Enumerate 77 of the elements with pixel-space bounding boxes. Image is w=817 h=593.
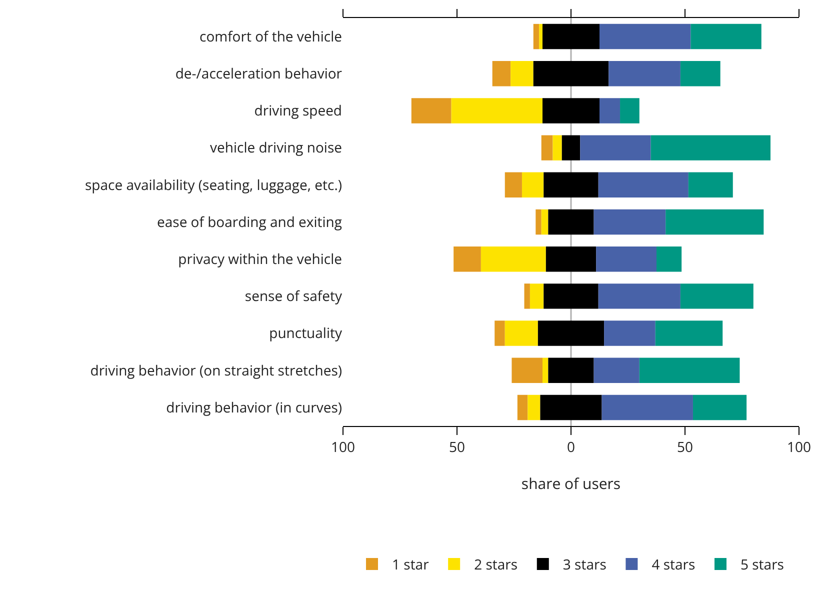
x-axis-title: share of users [521,474,621,494]
bar [596,246,656,272]
x-tick-label: 50 [448,438,466,457]
legend-label: 2 stars [474,555,518,574]
legend-label: 5 stars [740,555,784,574]
bar [541,209,548,235]
bar [533,61,609,86]
x-tick-label: 100 [786,438,812,457]
bar [600,98,620,124]
bar [552,135,562,160]
legend-label: 1 star [392,555,430,574]
y-tick-label: de-/acceleration behavior [175,64,342,84]
bar [600,24,691,50]
y-tick-label: ease of boarding and exiting [157,212,342,232]
y-tick-label: sense of safety [244,287,343,306]
bar [639,358,740,383]
bar [538,320,604,346]
bar [562,135,580,160]
bar [530,284,544,309]
bar [598,284,680,309]
x-tick-label: 50 [676,438,694,457]
y-tick-label: space availability (seating, luggage, etc.) [84,176,342,195]
bar [411,98,452,124]
bar [604,320,656,346]
bar [517,394,528,420]
bar [451,98,542,124]
x-tick-label: 100 [330,438,356,457]
bar [512,358,542,383]
bar [504,172,522,198]
bar [548,358,594,383]
bar [454,246,481,272]
y-tick-label: punctuality [269,324,343,344]
bar [510,61,534,86]
legend-label: 4 stars [652,555,696,574]
bar [688,172,733,198]
bar [541,135,553,160]
bar [522,172,544,198]
bar [692,394,747,420]
bar [536,209,542,235]
bar [492,61,511,86]
bar [542,98,600,124]
bar [594,209,666,235]
bar [528,394,540,420]
y-tick-label: comfort of the vehicle [200,27,342,46]
bar [533,24,540,50]
y-tick-label: driving behavior (on straight stretches) [90,361,342,380]
bar [548,209,594,235]
bar [594,358,640,383]
legend-label: 3 stars [562,555,607,574]
bar [620,98,640,124]
bar [539,24,542,50]
x-tick-label: 0 [566,438,576,457]
bar [602,394,693,420]
bar [540,394,602,420]
y-tick-label: driving behavior (in curves) [166,398,342,418]
bar [666,209,764,235]
bar [480,246,546,272]
bar [598,172,688,198]
y-tick-label: privacy within the vehicle [178,250,342,269]
bar [608,61,680,86]
bar [650,135,770,160]
bar [542,358,548,383]
bar [544,284,598,309]
y-tick-label: vehicle driving noise [210,138,342,158]
bar [544,172,598,198]
bar [504,320,538,346]
bar [680,61,720,86]
bar [680,284,754,309]
bar [690,24,762,50]
bar [580,135,651,160]
y-tick-label: driving speed [254,102,342,121]
bar [542,24,600,50]
bar [546,246,596,272]
bar [524,284,530,309]
bar [656,246,682,272]
bar [655,320,723,346]
bar [494,320,505,346]
